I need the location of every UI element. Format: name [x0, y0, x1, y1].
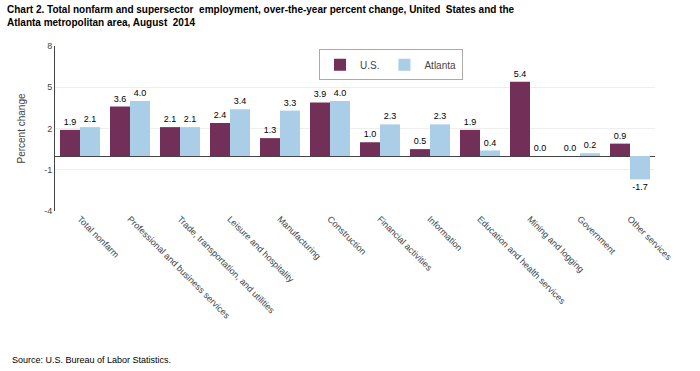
- svg-text:2.1: 2.1: [164, 114, 177, 124]
- svg-text:Chart 2. Total nonfarm and sup: Chart 2. Total nonfarm and supersector e…: [7, 4, 515, 28]
- svg-text:3.6: 3.6: [114, 94, 127, 104]
- svg-text:2.3: 2.3: [384, 111, 397, 121]
- svg-text:Atlanta: Atlanta: [424, 60, 456, 71]
- svg-text:1.9: 1.9: [464, 117, 477, 127]
- svg-text:U.S.: U.S.: [360, 60, 379, 71]
- svg-text:8: 8: [47, 41, 52, 51]
- svg-text:Trade, transportation, and uti: Trade, transportation, and utilities: [175, 214, 277, 316]
- svg-text:0.2: 0.2: [584, 140, 597, 150]
- svg-text:5: 5: [47, 82, 52, 92]
- svg-text:Other services: Other services: [625, 214, 673, 262]
- svg-text:Education and health services: Education and health services: [475, 214, 567, 306]
- svg-text:-4: -4: [44, 206, 52, 216]
- svg-text:2.4: 2.4: [214, 110, 227, 120]
- svg-text:Source: U.S. Bureau of Labor S: Source: U.S. Bureau of Labor Statistics.: [12, 355, 171, 365]
- svg-text:-1: -1: [44, 165, 52, 175]
- svg-text:0.0: 0.0: [564, 143, 577, 153]
- svg-text:Percent change: Percent change: [16, 93, 27, 163]
- svg-text:5.4: 5.4: [514, 69, 527, 79]
- svg-text:3.9: 3.9: [314, 89, 327, 99]
- svg-text:Professional and business serv: Professional and business services: [125, 214, 232, 321]
- svg-text:0.5: 0.5: [414, 136, 427, 146]
- svg-text:0.0: 0.0: [534, 143, 547, 153]
- svg-text:3.4: 3.4: [234, 96, 247, 106]
- svg-text:0.9: 0.9: [614, 131, 627, 141]
- svg-text:Financial activities: Financial activities: [375, 214, 434, 273]
- svg-text:Government: Government: [575, 214, 617, 256]
- svg-text:1.9: 1.9: [64, 117, 77, 127]
- svg-text:Information: Information: [425, 214, 464, 253]
- svg-text:2.1: 2.1: [84, 114, 97, 124]
- svg-text:Construction: Construction: [325, 214, 368, 257]
- svg-text:4.0: 4.0: [334, 88, 347, 98]
- svg-text:-1.7: -1.7: [632, 182, 648, 192]
- svg-text:3.3: 3.3: [284, 98, 297, 108]
- svg-text:Total nonfarm: Total nonfarm: [75, 214, 121, 260]
- svg-text:4.0: 4.0: [134, 88, 147, 98]
- svg-text:Leisure and hospitality: Leisure and hospitality: [225, 214, 296, 285]
- svg-text:1.0: 1.0: [364, 129, 377, 139]
- svg-text:Manufacturing: Manufacturing: [275, 214, 322, 261]
- svg-text:2.3: 2.3: [434, 111, 447, 121]
- svg-text:Mining and logging: Mining and logging: [525, 214, 586, 275]
- svg-text:1.3: 1.3: [264, 125, 277, 135]
- svg-text:0.4: 0.4: [484, 138, 497, 148]
- svg-text:2.1: 2.1: [184, 114, 197, 124]
- svg-text:2: 2: [47, 124, 52, 134]
